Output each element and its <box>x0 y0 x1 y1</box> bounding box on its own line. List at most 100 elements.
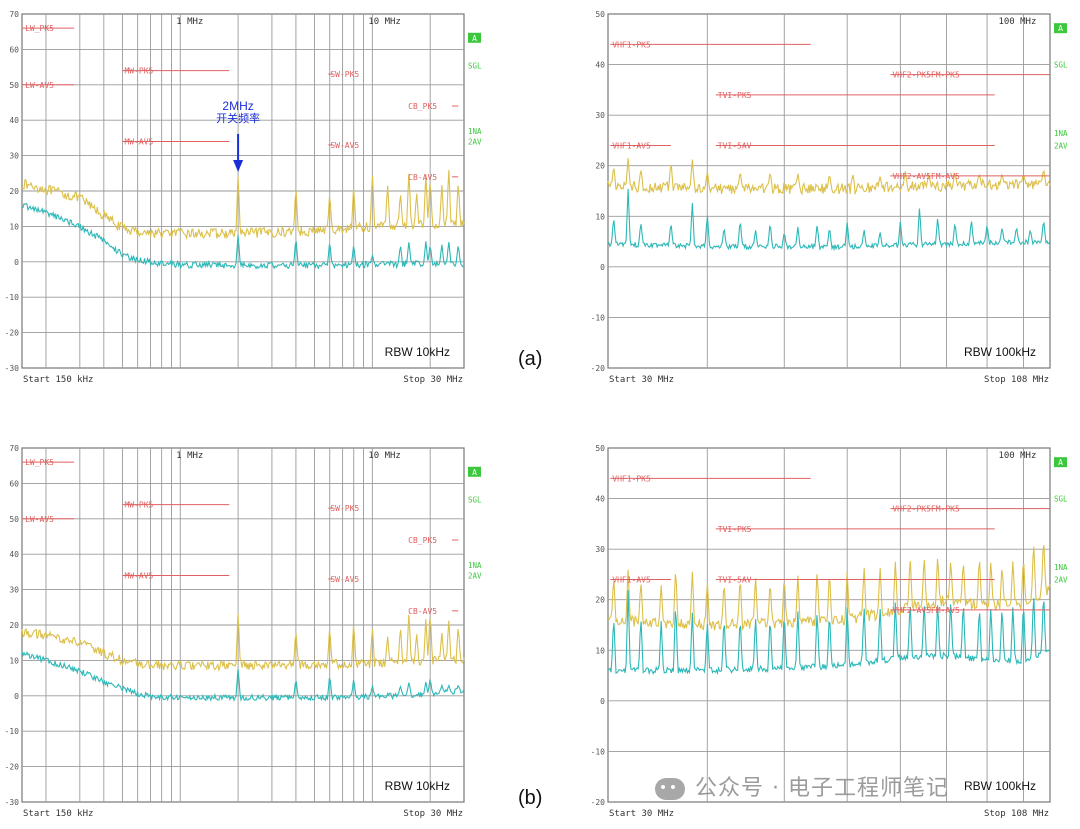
stop-freq-label: Stop 108 MHz <box>984 809 1049 819</box>
annotation-arrow-head <box>233 160 244 172</box>
stop-freq-label: Stop 30 MHz <box>403 375 463 385</box>
limit-label: VHF1-AV5 <box>612 141 651 150</box>
y-tick-label: 0 <box>14 692 19 701</box>
rbw-label: RBW 100kHz <box>964 345 1036 359</box>
y-tick-label: 10 <box>9 222 19 231</box>
side-label: 2AV <box>468 571 482 580</box>
top-freq-label: 10 MHz <box>368 451 401 461</box>
side-box <box>1054 23 1067 34</box>
y-tick-label: 30 <box>595 545 605 554</box>
trace-average <box>607 590 1051 676</box>
rbw-label: RBW 100kHz <box>964 779 1036 793</box>
limit-label: MW-AV5 <box>124 571 153 580</box>
limit-label: LW-AV5 <box>25 515 54 524</box>
side-label-box-text: A <box>472 34 477 43</box>
limit-label: SW-PK5 <box>330 504 359 513</box>
y-tick-label: 40 <box>595 495 605 504</box>
y-tick-label: -30 <box>5 364 20 373</box>
side-label: SGL <box>1054 61 1068 70</box>
y-tick-label: 50 <box>9 515 19 524</box>
side-box <box>1054 457 1067 468</box>
limit-label: SW-AV5 <box>330 575 359 584</box>
top-freq-label: 100 MHz <box>998 17 1036 27</box>
y-tick-label: 30 <box>595 111 605 120</box>
side-label: SGL <box>468 495 482 504</box>
y-tick-label: 50 <box>595 444 605 453</box>
limit-label: LW_PK5 <box>25 458 54 467</box>
rbw-label: RBW 10kHz <box>385 779 450 793</box>
y-tick-label: 20 <box>9 621 19 630</box>
y-tick-label: 40 <box>595 61 605 70</box>
annotation-subtitle: 开关频率 <box>216 111 260 125</box>
watermark-text: 公众号 · 电子工程师笔记 <box>695 776 949 801</box>
start-freq-label: Start 150 kHz <box>23 375 93 385</box>
y-tick-label: -10 <box>5 293 20 302</box>
y-tick-label: 10 <box>595 646 605 655</box>
side-label: SGL <box>1054 495 1068 504</box>
y-tick-label: 70 <box>9 10 19 19</box>
y-tick-label: 20 <box>9 187 19 196</box>
side-box <box>468 32 481 43</box>
y-tick-label: 0 <box>14 258 19 267</box>
watermark: 公众号 · 电子工程师笔记 <box>655 770 949 802</box>
side-label: 1NA <box>468 127 482 136</box>
top-freq-label: 10 MHz <box>368 17 401 27</box>
start-freq-label: Start 30 MHz <box>609 375 674 385</box>
top-freq-label: 100 MHz <box>998 451 1036 461</box>
limit-label: VHF2-AV5FM-AV5 <box>892 606 960 615</box>
side-box <box>468 466 481 477</box>
plot-frame <box>607 13 1051 369</box>
limit-label: VHF1-PK5 <box>612 40 651 49</box>
limit-label: VHF2-PK5FM-PK5 <box>892 71 960 80</box>
limit-label: SW-AV5 <box>330 141 359 150</box>
y-tick-label: 70 <box>9 444 19 453</box>
y-tick-label: -20 <box>591 798 606 807</box>
chart-a-right: -20 -10 0 10 20 30 40 50 100 MHz Start 30 MHz Stop… <box>591 10 1068 385</box>
y-tick-label: 20 <box>595 162 605 171</box>
trace-average <box>607 188 1051 252</box>
side-label: SGL <box>468 61 482 70</box>
y-tick-label: 20 <box>595 596 605 605</box>
start-freq-label: Start 150 kHz <box>23 809 93 819</box>
trace-peak <box>21 169 465 241</box>
side-label: 1NA <box>1054 563 1068 572</box>
y-tick-label: 0 <box>600 697 605 706</box>
y-tick-label: -20 <box>591 364 606 373</box>
rbw-label: RBW 10kHz <box>385 345 450 359</box>
chart-b-right: -20 -10 0 10 20 30 40 50 100 MHz Start 30 MHz Stop… <box>591 444 1068 819</box>
side-label: 1NA <box>1054 129 1068 138</box>
y-tick-label: -30 <box>5 798 20 807</box>
y-tick-label: 10 <box>9 656 19 665</box>
side-label-box-text: A <box>472 468 477 477</box>
trace-peak <box>607 158 1051 196</box>
trace-peak <box>607 545 1051 631</box>
limit-label: MW-PK5 <box>124 67 153 76</box>
limit-label: CB-AV5 <box>408 173 437 182</box>
limit-label: VHF1-PK5 <box>612 474 651 483</box>
limit-label: MW-PK5 <box>124 501 153 510</box>
limit-label: CB_PK5 <box>408 536 437 545</box>
side-label: 2AV <box>1054 575 1068 584</box>
y-tick-label: 40 <box>9 550 19 559</box>
side-label: 1NA <box>468 561 482 570</box>
trace-peak <box>21 613 465 672</box>
y-tick-label: -10 <box>591 747 606 756</box>
y-tick-label: 10 <box>595 212 605 221</box>
limit-label: VHF1-AV5 <box>612 575 651 584</box>
y-tick-label: 0 <box>600 263 605 272</box>
y-tick-label: 50 <box>595 10 605 19</box>
limit-label: CB-AV5 <box>408 607 437 616</box>
y-tick-label: -20 <box>5 329 20 338</box>
limit-label: VHF2-PK5FM-PK5 <box>892 505 960 514</box>
y-tick-label: 60 <box>9 479 19 488</box>
limit-label: SW-PK5 <box>330 70 359 79</box>
annotation-title: 2MHz <box>222 99 253 113</box>
limit-label: LW-AV5 <box>25 81 54 90</box>
limit-label: CB_PK5 <box>408 102 437 111</box>
stop-freq-label: Stop 30 MHz <box>403 809 463 819</box>
side-label: 2AV <box>468 137 482 146</box>
y-tick-label: 30 <box>9 586 19 595</box>
limit-label: TVI-PK5 <box>718 525 752 534</box>
trace-average <box>21 202 465 270</box>
